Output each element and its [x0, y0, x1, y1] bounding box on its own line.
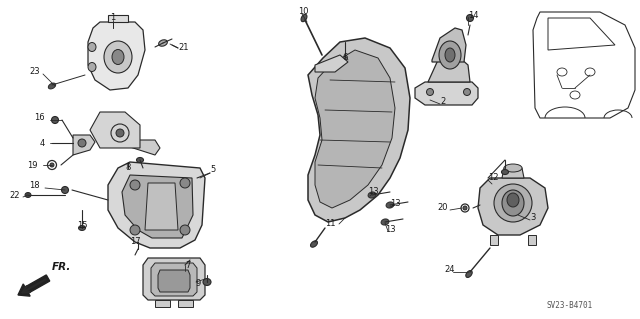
- Polygon shape: [73, 135, 95, 155]
- Text: 11: 11: [326, 219, 336, 227]
- Text: 23: 23: [29, 68, 40, 77]
- Ellipse shape: [445, 48, 455, 62]
- Ellipse shape: [104, 41, 132, 73]
- Ellipse shape: [368, 192, 376, 198]
- FancyArrow shape: [18, 275, 50, 296]
- Polygon shape: [88, 22, 145, 90]
- Polygon shape: [490, 235, 498, 245]
- Polygon shape: [502, 168, 524, 178]
- Polygon shape: [308, 38, 410, 222]
- Ellipse shape: [180, 225, 190, 235]
- Ellipse shape: [180, 178, 190, 188]
- Text: 1: 1: [110, 13, 116, 23]
- Ellipse shape: [61, 187, 68, 194]
- Ellipse shape: [136, 158, 143, 162]
- Text: 14: 14: [468, 11, 479, 19]
- Text: 12: 12: [488, 174, 499, 182]
- Ellipse shape: [25, 192, 31, 197]
- Ellipse shape: [502, 169, 509, 174]
- Ellipse shape: [50, 163, 54, 167]
- Ellipse shape: [494, 184, 532, 222]
- Text: 6: 6: [342, 54, 348, 63]
- Polygon shape: [108, 162, 205, 248]
- Ellipse shape: [48, 83, 56, 89]
- Text: FR.: FR.: [52, 262, 72, 272]
- Ellipse shape: [88, 63, 96, 71]
- Text: 13: 13: [390, 199, 401, 209]
- Text: 3: 3: [530, 213, 536, 222]
- Text: 16: 16: [35, 114, 45, 122]
- Text: 22: 22: [10, 191, 20, 201]
- Ellipse shape: [463, 88, 470, 95]
- Ellipse shape: [79, 226, 86, 231]
- Ellipse shape: [426, 88, 433, 95]
- Ellipse shape: [130, 225, 140, 235]
- Polygon shape: [315, 50, 395, 208]
- Text: 2: 2: [440, 98, 445, 107]
- Polygon shape: [428, 58, 470, 82]
- Text: 18: 18: [29, 182, 40, 190]
- Polygon shape: [315, 55, 348, 72]
- Ellipse shape: [130, 180, 140, 190]
- Polygon shape: [155, 300, 170, 307]
- Text: 20: 20: [438, 204, 448, 212]
- Polygon shape: [90, 112, 140, 148]
- Ellipse shape: [203, 278, 211, 286]
- Text: 9: 9: [196, 278, 201, 287]
- Ellipse shape: [466, 271, 472, 278]
- Polygon shape: [122, 175, 193, 238]
- Polygon shape: [178, 300, 193, 307]
- Ellipse shape: [507, 193, 519, 207]
- Polygon shape: [145, 183, 178, 230]
- Polygon shape: [432, 28, 466, 62]
- Text: 21: 21: [178, 43, 189, 53]
- Text: 19: 19: [28, 160, 38, 169]
- Ellipse shape: [463, 206, 467, 210]
- Polygon shape: [415, 82, 478, 105]
- Polygon shape: [143, 258, 205, 300]
- Polygon shape: [108, 15, 128, 22]
- Ellipse shape: [502, 190, 524, 216]
- Polygon shape: [478, 178, 548, 235]
- Ellipse shape: [310, 241, 317, 247]
- Text: 13: 13: [368, 188, 379, 197]
- Polygon shape: [528, 235, 536, 245]
- Text: 5: 5: [210, 166, 215, 174]
- Ellipse shape: [301, 14, 307, 22]
- Text: 4: 4: [40, 138, 45, 147]
- Text: 13: 13: [385, 226, 396, 234]
- Text: 8: 8: [125, 162, 131, 172]
- Ellipse shape: [78, 139, 86, 147]
- Polygon shape: [130, 140, 160, 155]
- Ellipse shape: [381, 219, 389, 225]
- Polygon shape: [158, 270, 190, 292]
- Ellipse shape: [112, 49, 124, 64]
- Ellipse shape: [116, 129, 124, 137]
- Text: 7: 7: [185, 261, 190, 270]
- Text: 15: 15: [77, 220, 87, 229]
- Text: SV23-B4701: SV23-B4701: [547, 300, 593, 309]
- Ellipse shape: [51, 116, 58, 123]
- Ellipse shape: [467, 14, 474, 21]
- Text: 10: 10: [298, 8, 308, 17]
- Polygon shape: [151, 263, 197, 296]
- Ellipse shape: [88, 42, 96, 51]
- Ellipse shape: [439, 41, 461, 69]
- Ellipse shape: [159, 40, 167, 46]
- Text: 24: 24: [445, 265, 455, 275]
- Text: 17: 17: [130, 236, 140, 246]
- Ellipse shape: [386, 202, 394, 208]
- Ellipse shape: [504, 164, 522, 172]
